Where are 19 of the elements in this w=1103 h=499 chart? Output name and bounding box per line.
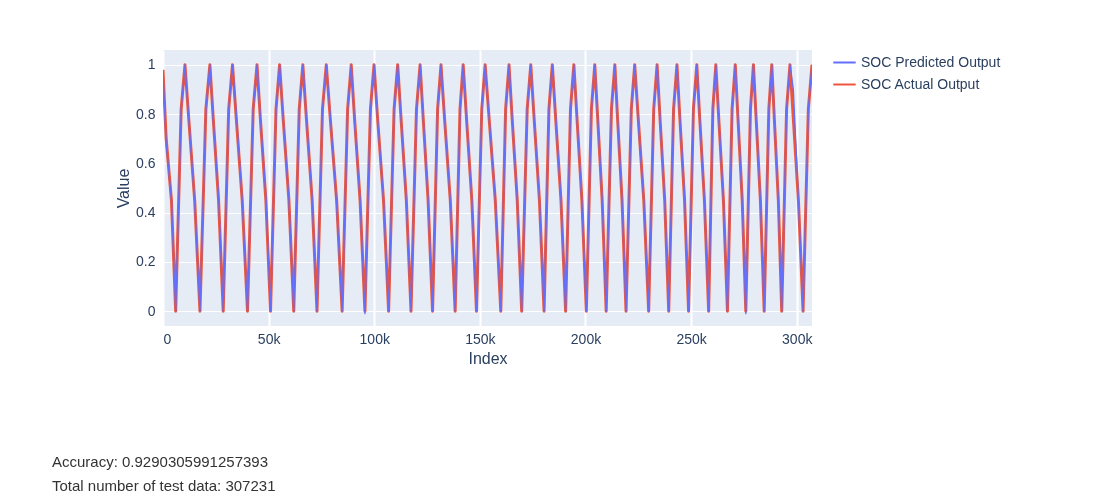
x-tick-label: 150k — [465, 330, 497, 347]
x-tick-label: 50k — [257, 330, 282, 347]
text: Total number of test data: 307231 — [52, 477, 276, 494]
y-tick-label: 0.8 — [136, 105, 156, 122]
x-tick-label: 300k — [782, 330, 814, 347]
y-tick-label: 0 — [147, 302, 156, 319]
legend-label: SOC Predicted Output — [861, 53, 1001, 70]
x-axis-title: Index — [468, 349, 508, 367]
y-tick-label: 1 — [147, 56, 156, 73]
y-tick-label: 0.4 — [136, 204, 156, 221]
x-tick-label: 250k — [676, 330, 708, 347]
y-tick-label: 0.6 — [136, 154, 156, 171]
text: Accuracy: 0.9290305991257393 — [52, 453, 269, 470]
legend-label: SOC Actual Output — [861, 75, 980, 92]
y-tick-label: 0.2 — [136, 253, 156, 270]
x-tick-label: 100k — [359, 330, 391, 347]
x-tick-label: 0 — [163, 330, 172, 347]
x-tick-label: 200k — [570, 330, 603, 347]
y-axis-title: Value — [115, 168, 133, 209]
